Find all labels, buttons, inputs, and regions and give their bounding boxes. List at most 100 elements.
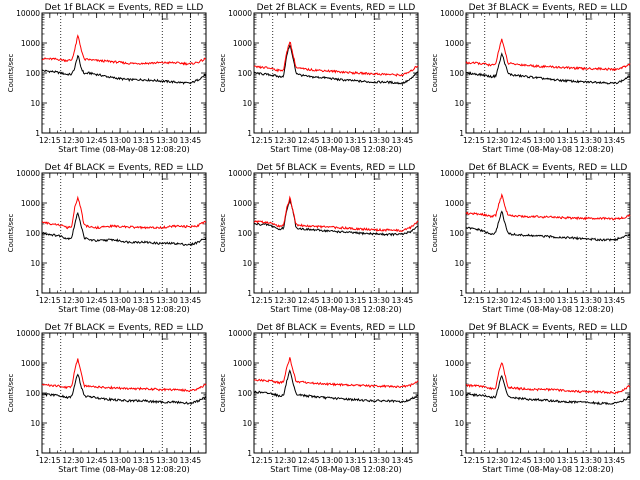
lld-series-line <box>42 358 207 393</box>
x-axis-label: Start Time (08-May-08 12:08:20) <box>58 465 189 474</box>
x-tick-label: 12:15 <box>39 456 61 465</box>
y-tick-label: 100 <box>238 69 253 78</box>
y-tick-label: 1000 <box>21 359 40 368</box>
y-tick-label: 100 <box>450 69 465 78</box>
y-tick-label: 10000 <box>16 9 40 18</box>
x-tick-label: 13:30 <box>580 136 602 145</box>
x-axis-label: Start Time (08-May-08 12:08:20) <box>270 305 401 314</box>
lld-series-line <box>465 38 631 72</box>
lld-series-line <box>253 357 419 389</box>
x-tick-label: 13:00 <box>533 136 555 145</box>
y-tick-label: 1 <box>35 449 40 458</box>
y-tick-label: 1 <box>247 289 252 298</box>
chart-title: Det 1f BLACK = Events, RED = LLD <box>45 3 204 13</box>
plot-frame <box>465 172 631 294</box>
y-tick-label: 10000 <box>440 169 464 178</box>
y-tick-label: 100 <box>238 229 253 238</box>
y-tick-label: 1 <box>35 289 40 298</box>
x-tick-label: 13:45 <box>604 456 626 465</box>
x-tick-label: 12:15 <box>463 456 485 465</box>
y-tick-label: 1 <box>247 129 252 138</box>
x-tick-label: 12:45 <box>510 136 532 145</box>
x-tick-label: 12:15 <box>251 456 273 465</box>
bracket-marker <box>373 173 381 180</box>
lld-series-line <box>253 195 419 233</box>
x-tick-label: 12:45 <box>298 296 320 305</box>
plot-frame <box>253 172 419 294</box>
x-tick-label: 13:00 <box>109 136 131 145</box>
y-tick-label: 10 <box>454 259 464 268</box>
y-axis-label: Counts/sec <box>219 374 227 413</box>
y-tick-label: 1000 <box>233 199 252 208</box>
y-axis-label: Counts/sec <box>219 54 227 93</box>
y-tick-label: 1 <box>459 449 464 458</box>
x-tick-label: 13:30 <box>368 456 390 465</box>
bracket-marker <box>161 173 169 180</box>
y-tick-label: 10 <box>242 99 252 108</box>
events-series-line <box>253 369 418 404</box>
x-tick-label: 13:00 <box>533 296 555 305</box>
detector-chart-5: Det 5f BLACK = Events, RED = LLD 1 10 100 10… <box>219 163 419 314</box>
detector-chart-1: Det 1f BLACK = Events, RED = LLD 1 10 100 10… <box>7 3 207 154</box>
y-axis-label: Counts/sec <box>431 54 439 93</box>
events-series-line <box>41 373 207 406</box>
x-tick-label: 12:30 <box>274 296 296 305</box>
x-tick-label: 12:15 <box>39 136 61 145</box>
chart-title: Det 3f BLACK = Events, RED = LLD <box>469 3 628 13</box>
x-tick-label: 13:45 <box>604 136 626 145</box>
x-tick-label: 13:15 <box>133 456 155 465</box>
lld-series-line <box>465 193 631 221</box>
bracket-marker <box>585 333 593 340</box>
x-tick-label: 13:15 <box>557 456 579 465</box>
detector-chart-6: Det 6f BLACK = Events, RED = LLD 1 10 100 10… <box>431 163 631 314</box>
x-tick-label: 12:15 <box>251 296 273 305</box>
events-series-line <box>253 44 419 86</box>
x-axis-label: Start Time (08-May-08 12:08:20) <box>482 305 613 314</box>
x-tick-label: 13:00 <box>321 296 343 305</box>
x-tick-label: 13:30 <box>580 296 602 305</box>
plot-frame <box>465 332 631 454</box>
y-tick-label: 100 <box>450 389 465 398</box>
x-tick-label: 12:30 <box>274 136 296 145</box>
x-tick-label: 13:15 <box>133 296 155 305</box>
x-axis-label: Start Time (08-May-08 12:08:20) <box>270 145 401 154</box>
bracket-marker <box>373 333 381 340</box>
y-tick-label: 10000 <box>16 329 40 338</box>
x-tick-label: 12:15 <box>463 296 485 305</box>
x-tick-label: 13:30 <box>368 136 390 145</box>
x-tick-label: 13:30 <box>580 456 602 465</box>
y-tick-label: 100 <box>450 229 465 238</box>
bracket-marker <box>585 173 593 180</box>
y-tick-label: 1 <box>35 129 40 138</box>
y-tick-label: 1000 <box>21 199 40 208</box>
chart-title: Det 6f BLACK = Events, RED = LLD <box>469 163 628 173</box>
y-tick-label: 100 <box>26 389 41 398</box>
x-tick-label: 12:45 <box>86 136 108 145</box>
x-tick-label: 12:30 <box>62 296 84 305</box>
y-tick-label: 10000 <box>228 329 252 338</box>
chart-title: Det 4f BLACK = Events, RED = LLD <box>45 163 204 173</box>
x-tick-label: 12:45 <box>86 456 108 465</box>
y-tick-label: 1000 <box>21 39 40 48</box>
x-tick-label: 13:15 <box>133 136 155 145</box>
x-tick-label: 13:45 <box>180 456 202 465</box>
x-tick-label: 12:30 <box>486 296 508 305</box>
x-tick-label: 13:45 <box>392 136 414 145</box>
chart-title: Det 7f BLACK = Events, RED = LLD <box>45 323 204 333</box>
bracket-marker <box>585 13 593 20</box>
x-tick-label: 13:45 <box>180 136 202 145</box>
x-tick-label: 13:15 <box>345 296 367 305</box>
x-axis-label: Start Time (08-May-08 12:08:20) <box>482 465 613 474</box>
detector-chart-8: Det 8f BLACK = Events, RED = LLD 1 10 100 10… <box>219 323 419 474</box>
x-tick-label: 13:00 <box>533 456 555 465</box>
x-axis-label: Start Time (08-May-08 12:08:20) <box>58 305 189 314</box>
y-tick-label: 1000 <box>445 39 464 48</box>
plot-frame <box>41 332 207 454</box>
events-series-line <box>253 199 419 237</box>
y-tick-label: 100 <box>26 229 41 238</box>
x-tick-label: 13:30 <box>368 296 390 305</box>
x-axis-label: Start Time (08-May-08 12:08:20) <box>270 465 401 474</box>
y-tick-label: 1 <box>459 129 464 138</box>
lld-series-line <box>41 195 207 230</box>
